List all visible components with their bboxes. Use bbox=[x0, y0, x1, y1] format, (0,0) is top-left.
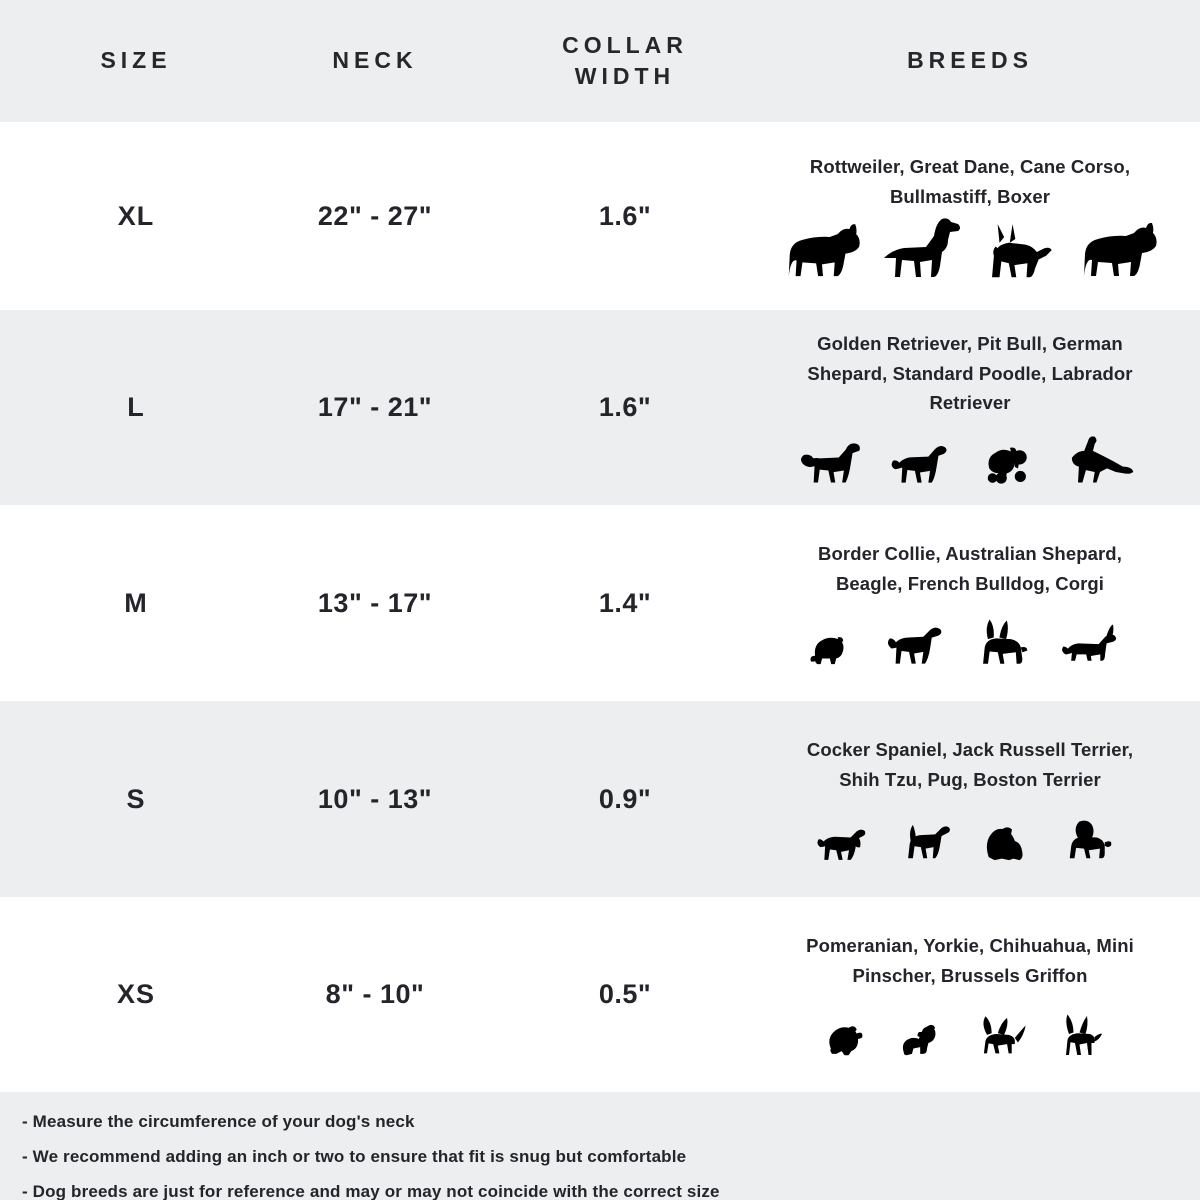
footnotes: - Measure the circumference of your dog'… bbox=[0, 1092, 1200, 1200]
breeds-list-text: Golden Retriever, Pit Bull, German Shepa… bbox=[807, 332, 1133, 414]
collar-width-value: 1.6" bbox=[598, 392, 652, 422]
breeds-cell: Rottweiler, Great Dane, Cane Corso, Bull… bbox=[786, 122, 1157, 310]
column-header-breeds: BREEDS bbox=[907, 47, 1033, 74]
breeds-list-text: Cocker Spaniel, Jack Russell Terrier, Sh… bbox=[806, 739, 1134, 790]
breeds-cell: Border Collie, Australian Shepard, Beagl… bbox=[786, 505, 1154, 701]
collar-width-value: 1.6" bbox=[598, 200, 652, 231]
collar-width-value: 0.5" bbox=[598, 979, 652, 1009]
pit-bull-silhouette bbox=[891, 446, 947, 484]
breeds-list-text: Pomeranian, Yorkie, Chihuahua, Mini Pins… bbox=[806, 934, 1134, 986]
table-row: L 17" - 21" 1.6" Golden Retriever, Pit Bull… bbox=[0, 310, 1200, 505]
collar-width-value: 0.9" bbox=[598, 783, 652, 814]
size-value: XS bbox=[116, 979, 156, 1009]
neck-value: 10" - 13" bbox=[317, 783, 433, 814]
standard-poodle-silhouette bbox=[987, 447, 1027, 485]
table-header-row: SIZE NECK COLLAR WIDTH BREEDS bbox=[0, 0, 1200, 122]
breed-silhouette-strip bbox=[814, 797, 1127, 863]
size-value: M bbox=[124, 587, 148, 618]
breed-silhouette-strip bbox=[779, 214, 1162, 280]
breeds-list-text: Border Collie, Australian Shepard, Beagl… bbox=[818, 543, 1122, 594]
collar-width-value: 1.4" bbox=[598, 587, 652, 618]
yorkie-silhouette bbox=[902, 1025, 935, 1056]
breed-silhouette-strip bbox=[799, 420, 1142, 486]
size-value: XL bbox=[117, 200, 155, 231]
great-dane-silhouette bbox=[883, 218, 960, 277]
breeds-cell: Pomeranian, Yorkie, Chihuahua, Mini Pins… bbox=[786, 897, 1154, 1092]
pug-silhouette bbox=[1069, 820, 1111, 859]
shih-tzu-silhouette bbox=[986, 827, 1023, 861]
breeds-cell: Cocker Spaniel, Jack Russell Terrier, Sh… bbox=[786, 701, 1154, 897]
rottweiler-silhouette bbox=[788, 224, 860, 277]
bullmastiff-silhouette bbox=[1083, 222, 1157, 276]
column-header-collar-width-line2: WIDTH bbox=[574, 63, 676, 89]
cane-corso-silhouette bbox=[991, 224, 1052, 278]
pomeranian-silhouette bbox=[828, 1026, 862, 1056]
table-body: XL 22" - 27" 1.6" Rottweiler, Great Dane, C… bbox=[0, 122, 1200, 1092]
breed-silhouette-strip bbox=[808, 601, 1133, 667]
jack-russell-terrier-silhouette bbox=[907, 824, 950, 859]
breed-silhouette-strip bbox=[824, 992, 1117, 1058]
border-collie-silhouette bbox=[810, 637, 843, 665]
corgi-silhouette bbox=[1061, 624, 1116, 661]
column-header-collar-width: COLLAR WIDTH bbox=[520, 0, 730, 122]
neck-value: 17" - 21" bbox=[317, 392, 433, 422]
breeds-cell: Golden Retriever, Pit Bull, German Shepa… bbox=[786, 310, 1154, 505]
german-shepard-silhouette bbox=[1071, 436, 1133, 483]
column-header-neck: NECK bbox=[332, 47, 418, 74]
breeds-list-text: Rottweiler, Great Dane, Cane Corso, Bull… bbox=[809, 156, 1131, 207]
neck-value: 8" - 10" bbox=[325, 979, 425, 1009]
size-value: S bbox=[126, 783, 146, 814]
chihuahua-silhouette bbox=[982, 1016, 1026, 1054]
neck-value: 22" - 27" bbox=[317, 200, 433, 231]
table-row: XL 22" - 27" 1.6" Rottweiler, Great Dane, C… bbox=[0, 122, 1200, 310]
footnote-item: - Dog breeds are just for reference and … bbox=[22, 1181, 720, 1200]
column-header-collar-width-line1: COLLAR bbox=[562, 31, 688, 58]
french-bulldog-silhouette bbox=[982, 619, 1027, 664]
size-value: L bbox=[127, 392, 145, 422]
table-row: XS 8" - 10" 0.5" Pomeranian, Yorkie, Chihua… bbox=[0, 897, 1200, 1092]
mini-pinscher-silhouette bbox=[1065, 1014, 1102, 1056]
cocker-spaniel-silhouette bbox=[817, 829, 865, 860]
footnote-item: - We recommend adding an inch or two to … bbox=[22, 1146, 687, 1166]
table-row: M 13" - 17" 1.4" Border Collie, Australian … bbox=[0, 505, 1200, 701]
footnote-item: - Measure the circumference of your dog'… bbox=[22, 1112, 415, 1131]
column-header-size: SIZE bbox=[100, 47, 172, 74]
neck-value: 13" - 17" bbox=[317, 587, 433, 618]
golden-retriever-silhouette bbox=[800, 443, 860, 483]
table-row: S 10" - 13" 0.9" Cocker Spaniel, Jack Russe… bbox=[0, 701, 1200, 897]
beagle-silhouette bbox=[887, 627, 941, 664]
